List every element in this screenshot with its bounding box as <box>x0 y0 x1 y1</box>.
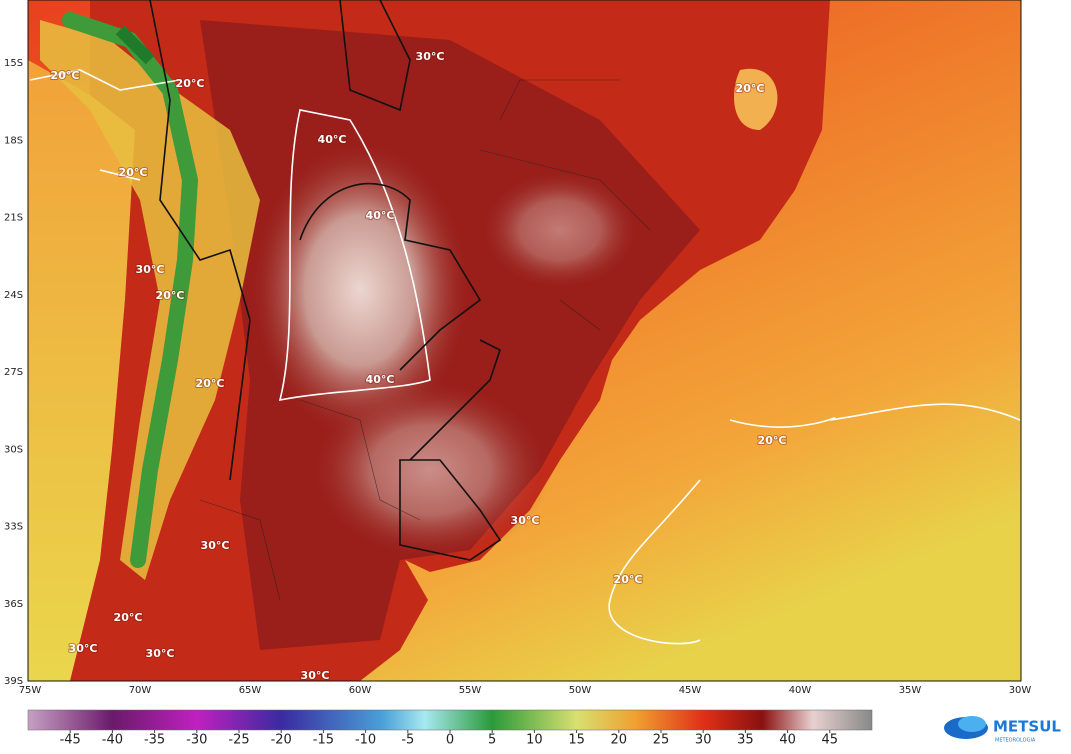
lon-label: 65W <box>239 685 262 696</box>
colorbar-label: -20 <box>271 733 292 748</box>
map <box>28 0 1021 681</box>
lon-label: 50W <box>569 685 592 696</box>
lat-label: 15S <box>4 58 23 69</box>
colorbar-label: -5 <box>401 733 414 748</box>
lon-label: 40W <box>789 685 812 696</box>
colorbar-label: 20 <box>611 733 628 748</box>
colorbar-label: 40 <box>779 733 796 748</box>
colorbar-label: -35 <box>144 733 165 748</box>
contour-label: 20°C <box>614 573 643 586</box>
contour-label: 40°C <box>366 209 395 222</box>
contour-label: 30°C <box>416 50 445 63</box>
colorbar-label: 0 <box>446 733 454 748</box>
colorbar-label: 30 <box>695 733 712 748</box>
contour-label: 40°C <box>318 133 347 146</box>
contour-label: 20°C <box>156 289 185 302</box>
lon-label: 70W <box>129 685 152 696</box>
colorbar-label: 35 <box>737 733 754 748</box>
lon-label: 30W <box>1009 685 1032 696</box>
colorbar <box>27 709 873 731</box>
contour-label: 20°C <box>196 377 225 390</box>
contour-label: 30°C <box>301 669 330 682</box>
colorbar-label: -10 <box>355 733 376 748</box>
logo-name: METSUL <box>993 718 1061 736</box>
contour-label: 30°C <box>511 514 540 527</box>
colorbar-label: -30 <box>186 733 207 748</box>
logo: METSUL METEOROLOGIA <box>944 716 1061 744</box>
contour-label: 30°C <box>136 263 165 276</box>
lon-label: 75W <box>19 685 42 696</box>
lat-label: 36S <box>4 599 23 610</box>
lon-label: 55W <box>459 685 482 696</box>
colorbar-label: 25 <box>653 733 670 748</box>
logo-tagline: METEOROLOGIA <box>995 738 1036 744</box>
lat-label: 21S <box>4 213 23 224</box>
contour-label: 40°C <box>366 373 395 386</box>
lat-label: 33S <box>4 522 23 533</box>
contour-label: 20°C <box>758 434 787 447</box>
logo-icon <box>958 716 986 732</box>
colorbar-label: -45 <box>60 733 81 748</box>
colorbar-label: -25 <box>228 733 249 748</box>
lat-label: 24S <box>4 290 23 301</box>
lat-label: 39S <box>4 676 23 687</box>
contour-label: 20°C <box>736 82 765 95</box>
colorbar-label: 5 <box>488 733 496 748</box>
colorbar-label: 45 <box>822 733 839 748</box>
contour-label: 20°C <box>176 77 205 90</box>
lat-label: 30S <box>4 444 23 455</box>
contour-label: 30°C <box>69 642 98 655</box>
lon-label: 45W <box>679 685 702 696</box>
lon-label: 35W <box>899 685 922 696</box>
lat-label: 18S <box>4 135 23 146</box>
contour-label: 20°C <box>119 166 148 179</box>
colorbar-label: -15 <box>313 733 334 748</box>
contour-label: 20°C <box>51 69 80 82</box>
lat-label: 27S <box>4 367 23 378</box>
lon-label: 60W <box>349 685 372 696</box>
colorbar-label: -40 <box>102 733 123 748</box>
contour-label: 30°C <box>201 539 230 552</box>
colorbar-label: 10 <box>526 733 543 748</box>
contour-label: 20°C <box>114 611 143 624</box>
contour-label: 30°C <box>146 647 175 660</box>
colorbar-label: 15 <box>568 733 585 748</box>
